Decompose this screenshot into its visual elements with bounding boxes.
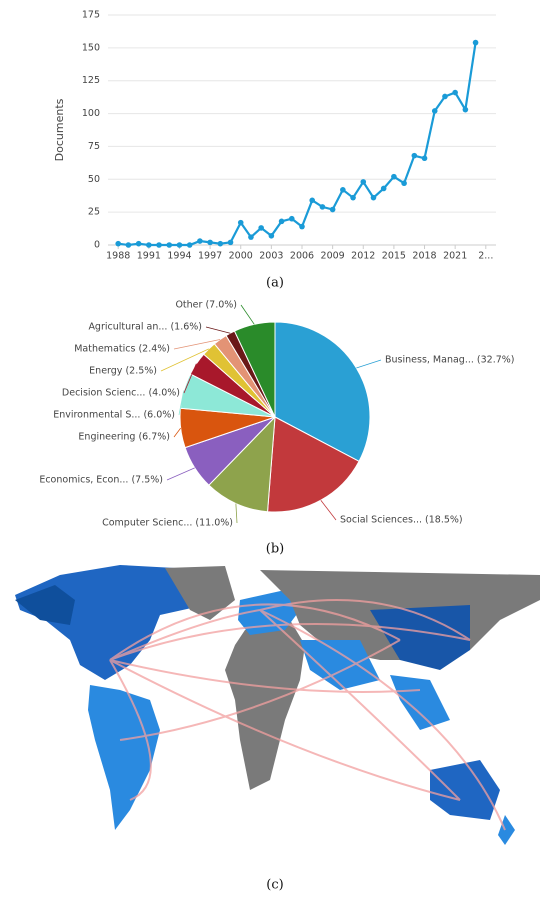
- leader-line: [320, 499, 337, 521]
- point: [115, 240, 122, 247]
- point: [146, 242, 152, 248]
- world-map: [10, 565, 540, 865]
- point: [197, 238, 203, 244]
- leader-line: [173, 339, 221, 350]
- point: [135, 240, 142, 247]
- point: [268, 233, 275, 239]
- leader-line: [240, 304, 255, 325]
- caption: (c): [266, 878, 283, 893]
- x-tick-label: 2009: [321, 251, 345, 262]
- point: [237, 219, 244, 226]
- point: [452, 89, 458, 96]
- pie-label: Energy (2.5%): [89, 366, 157, 377]
- pie-label: Other (7.0%): [175, 300, 237, 311]
- point: [207, 239, 213, 246]
- point: [380, 185, 387, 192]
- caption: (b): [266, 542, 284, 557]
- point: [217, 240, 224, 247]
- x-tick-label: 2018: [412, 251, 436, 262]
- x-tick-label: 1988: [106, 251, 130, 262]
- point: [340, 187, 346, 193]
- y-tick-label: 75: [88, 141, 100, 152]
- pie-label: Economics, Econ... (7.5%): [39, 475, 163, 486]
- caption: (a): [266, 276, 284, 291]
- leader-line: [173, 427, 181, 438]
- pie-label: Environmental S... (6.0%): [53, 410, 175, 421]
- pie-label: Social Sciences... (18.5%): [340, 515, 463, 526]
- point: [278, 218, 285, 225]
- pie-label: Engineering (6.7%): [78, 432, 170, 443]
- point: [391, 173, 397, 180]
- point: [350, 194, 356, 201]
- y-tick-label: 100: [82, 108, 100, 119]
- line: [118, 42, 477, 247]
- point: [248, 234, 254, 240]
- x-tick-label: 1997: [198, 251, 222, 262]
- x-tick-label: 1994: [167, 251, 191, 262]
- pie-slice: [274, 321, 371, 463]
- pie-label: Agricultural an... (1.6%): [88, 322, 202, 333]
- x-tick-label: 2021: [443, 251, 467, 262]
- point: [329, 206, 336, 213]
- leader-line: [356, 359, 382, 369]
- y-tick-label: 125: [82, 75, 100, 86]
- x-tick-label: 2000: [229, 251, 253, 262]
- point: [186, 242, 193, 248]
- leader-line: [183, 363, 197, 394]
- point: [472, 39, 479, 46]
- x-tick-label: 2...: [478, 251, 493, 262]
- leader-line: [235, 503, 238, 524]
- x-tick-label: 2015: [382, 251, 406, 262]
- point: [431, 108, 438, 114]
- point: [288, 215, 295, 222]
- point: [125, 242, 132, 248]
- point: [401, 180, 407, 187]
- point: [442, 93, 448, 100]
- y-tick-label: 0: [94, 240, 100, 251]
- point: [370, 194, 377, 201]
- x-tick-label: 1991: [137, 251, 161, 262]
- x-tick-label: 2012: [351, 251, 375, 262]
- point: [309, 197, 316, 204]
- y-tick-label: 50: [88, 174, 100, 185]
- point: [299, 223, 305, 230]
- pie-label: Business, Manag... (32.7%): [385, 355, 515, 366]
- pie-label: Computer Scienc... (11.0%): [102, 518, 233, 529]
- point: [166, 242, 173, 248]
- pie-slice: [208, 415, 276, 513]
- point: [176, 242, 183, 248]
- leader-line: [166, 467, 195, 481]
- y-axis-label: Documents: [53, 98, 66, 161]
- pie-label: Decision Scienc... (4.0%): [62, 388, 180, 399]
- y-tick-label: 175: [82, 10, 100, 21]
- leader-line: [205, 326, 231, 334]
- y-tick-label: 150: [82, 42, 100, 53]
- point: [227, 239, 234, 246]
- point: [360, 179, 367, 185]
- point: [411, 152, 418, 159]
- point: [462, 106, 469, 113]
- leader-line: [160, 348, 210, 372]
- x-tick-label: 2003: [259, 251, 283, 262]
- point: [421, 155, 428, 162]
- y-tick-label: 25: [88, 207, 100, 218]
- x-tick-label: 2006: [290, 251, 314, 262]
- pie-label: Mathematics (2.4%): [74, 344, 170, 355]
- point: [319, 204, 326, 210]
- point: [258, 225, 264, 231]
- point: [156, 242, 162, 248]
- leader-line: [178, 390, 185, 416]
